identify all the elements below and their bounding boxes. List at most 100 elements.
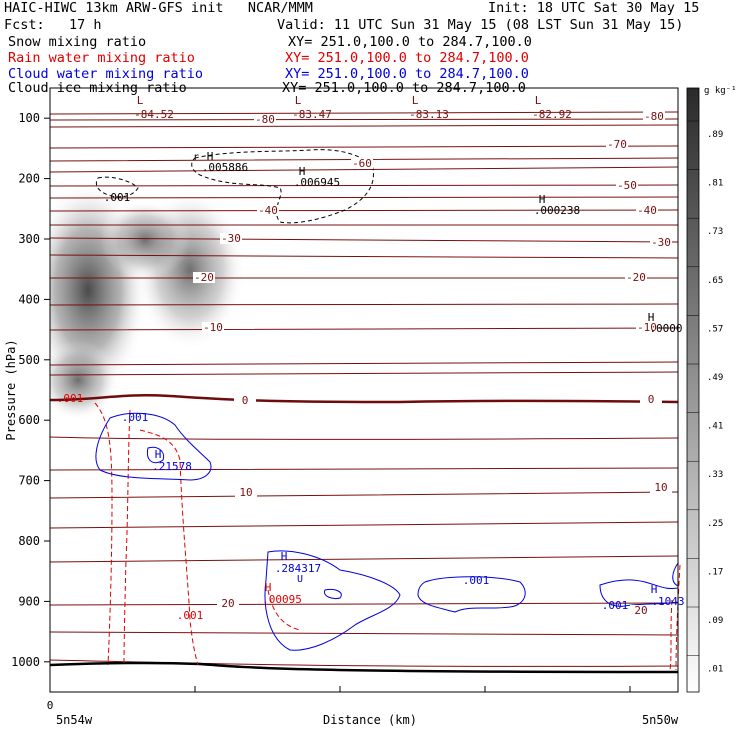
contour-label-bg	[234, 395, 256, 406]
temperature-contour-label: -30	[221, 232, 241, 245]
temperature-contour-label: -40	[637, 204, 657, 217]
field-xy-rain: XY= 251.0,100.0 to 284.7,100.0	[285, 50, 529, 66]
high-value: .21578	[152, 460, 192, 473]
high-marker: H	[299, 165, 306, 178]
low-marker: L	[412, 94, 419, 107]
low-value: -83.47	[292, 108, 332, 121]
temperature-contour-label: -20	[626, 271, 646, 284]
contour-label-bg	[217, 598, 239, 609]
contour-label-bg	[643, 111, 665, 122]
colorbar-label: .65	[707, 276, 723, 286]
high-marker: H	[155, 448, 162, 461]
colorbar-unit: g kg⁻¹	[704, 86, 737, 96]
low-marker: L	[535, 94, 542, 107]
contour-tick: U	[297, 574, 303, 585]
rain-water-contours	[94, 402, 681, 671]
high-value: .006945	[294, 176, 340, 189]
high-marker: H	[281, 550, 288, 563]
cloud-contour-label: .001	[122, 411, 149, 424]
contour-label-bg	[650, 482, 672, 493]
ice-contour-label: .001	[104, 191, 131, 204]
contour-label-bg	[254, 114, 276, 125]
contour-label-bg	[636, 205, 658, 216]
high-value: .284317	[275, 562, 321, 575]
y-tick-label: 400	[18, 292, 40, 306]
contour-label-bg	[202, 322, 224, 333]
temperature-contour-label: 20	[221, 597, 234, 610]
field-name-rain: Rain water mixing ratio	[8, 50, 195, 66]
temperature-contour-label: -50	[617, 179, 637, 192]
cloud-contour-label: .001	[463, 574, 490, 587]
temperature-contour-label: -10	[203, 321, 223, 334]
y-axis-label: Pressure (hPa)	[4, 339, 18, 440]
high-value: .1043	[651, 595, 684, 608]
contour-labels: -80-70-60-50-40-30-20-1001020-80-40-30-2…	[57, 94, 685, 622]
field-xy-cloud-water: XY= 251.0,100.0 to 284.7,100.0	[285, 66, 529, 82]
colorbar-label: .49	[707, 373, 723, 383]
temperature-contour-label: -10	[637, 321, 657, 334]
colorbar-label: .89	[707, 130, 723, 140]
high-value: .005886	[202, 161, 248, 174]
contour-label-bg	[616, 180, 638, 191]
contour-label-bg	[257, 205, 279, 216]
temperature-contour-label: -40	[258, 204, 278, 217]
contour-label-bg	[650, 237, 672, 248]
field-name-cloud-water: Cloud water mixing ratio	[8, 66, 204, 82]
colorbar-ramp	[686, 87, 700, 693]
contour-label-bg	[636, 322, 658, 333]
colorbar-label: .25	[707, 519, 723, 529]
temperature-contour-label: -60	[352, 157, 372, 170]
high-value: .0000	[649, 322, 682, 335]
high-marker: H	[651, 583, 658, 596]
high-marker: H	[265, 581, 272, 594]
high-marker: H	[207, 150, 214, 163]
y-tick-label: 700	[18, 474, 40, 488]
snow-shading	[50, 180, 245, 420]
y-axis: 100 200 300 400 500 600 700 800 900 1000 Pressure …	[4, 111, 50, 669]
high-marker: H	[539, 193, 546, 206]
model-title: HAIC-HIWC 13km ARW-GFS init NCAR/MMM	[4, 0, 313, 16]
low-value: -82.92	[532, 108, 572, 121]
temperature-contour-label: 0	[648, 393, 655, 406]
temperature-contour-label: -20	[194, 271, 214, 284]
freezing-line	[49, 394, 679, 404]
cloud-ice-contours	[95, 149, 374, 224]
y-tick-label: 100	[18, 111, 40, 125]
low-value: -84.52	[134, 108, 174, 121]
high-marker: H	[648, 311, 655, 324]
init-time: Init: 18 UTC Sat 30 May 15	[488, 0, 700, 16]
isotherms	[50, 111, 678, 667]
x-tick-label: 0	[47, 699, 54, 712]
rain-contour-label: .001	[177, 609, 204, 622]
temperature-contour-label: 10	[654, 481, 667, 494]
y-tick-label: 900	[18, 594, 40, 608]
colorbar-label: .01	[707, 665, 723, 675]
rain-contour-label: .001	[57, 392, 84, 405]
x-left-location: 5n54w	[56, 713, 93, 727]
x-right-location: 5n50w	[642, 713, 679, 727]
colorbar-label: .09	[707, 616, 723, 626]
valid-time: Valid: 11 UTC Sun 31 May 15 (08 LST Sun …	[277, 17, 684, 33]
temperature-contour-label: -80	[644, 110, 664, 123]
x-axis-label: Distance (km)	[323, 713, 417, 727]
low-marker: L	[295, 94, 302, 107]
contour-label-bg	[235, 487, 257, 498]
contour-label-bg	[193, 272, 215, 283]
temperature-contour-label: -80	[255, 113, 275, 126]
temperature-contour-label: -30	[651, 236, 671, 249]
contour-label-bg	[625, 272, 647, 283]
surface-line	[49, 661, 679, 674]
contour-label-bg	[606, 139, 628, 150]
temperature-contour-label: 0	[242, 394, 249, 407]
y-tick-label: 200	[18, 172, 40, 186]
contour-label-bg	[220, 233, 242, 244]
colorbar: .89 .81 .73 .65 .57 .49 .41 .33 .25 .17 .09 .01 g k…	[686, 86, 737, 693]
colorbar-label: .33	[707, 470, 723, 480]
low-marker: L	[137, 94, 144, 107]
contour-label-bg	[640, 394, 662, 405]
y-tick-label: 600	[18, 413, 40, 427]
field-name-snow: Snow mixing ratio	[8, 34, 147, 50]
y-tick-label: 500	[18, 353, 40, 367]
